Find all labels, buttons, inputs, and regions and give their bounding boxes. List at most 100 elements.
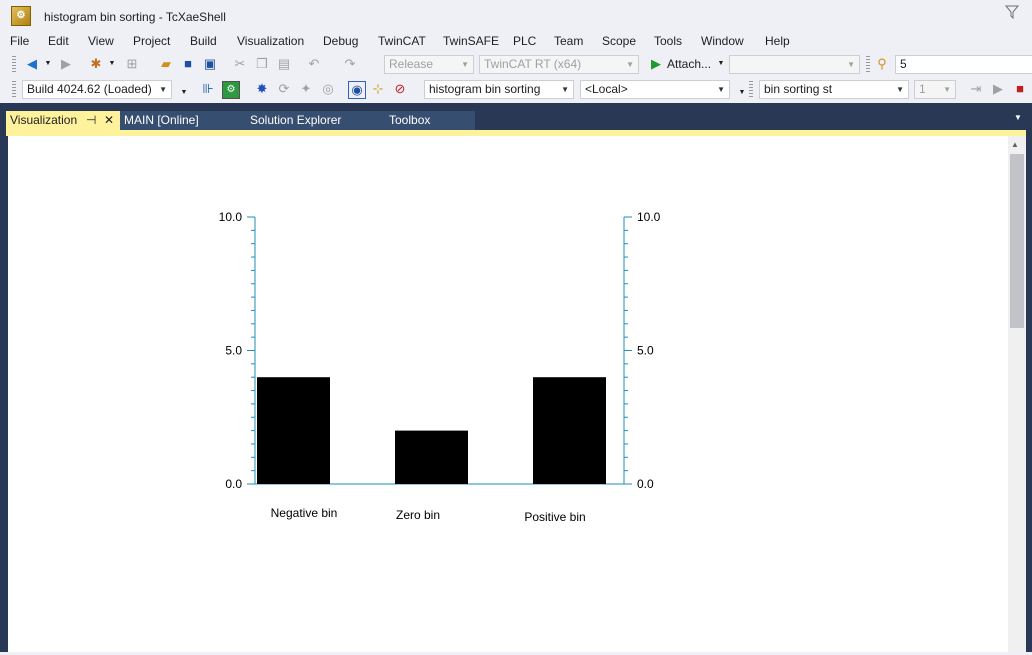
histogram-bar	[533, 377, 606, 484]
visualization-canvas: 0.0 0.0 5.0 5.0 10.0 10.0 Negative bin Zero bin…	[8, 136, 1008, 652]
left-tick-label: 10.0	[219, 210, 243, 224]
chevron-down-icon: ▼	[896, 85, 904, 94]
overflow-icon[interactable]: ▼	[180, 89, 188, 96]
configuration-dropdown[interactable]: Release ▼	[384, 55, 474, 74]
find-icon[interactable]: ⚲	[877, 56, 887, 71]
window-title: histogram bin sorting - TcXaeShell	[44, 10, 226, 24]
menu-edit[interactable]: Edit	[48, 34, 69, 48]
add-item-icon[interactable]: ⊞	[126, 56, 138, 71]
tab-solution-explorer[interactable]: Solution Explorer	[250, 113, 342, 127]
twincat-toolbar: Build 4024.62 (Loaded) ▼ ▼ ⊪ ⚙ ✸ ⟳ ✦ ◎ ◉ …	[0, 78, 1032, 102]
target-dropdown[interactable]: <Local> ▼	[580, 80, 730, 99]
bar-category-label: Zero bin	[396, 508, 440, 522]
menu-view[interactable]: View	[88, 34, 114, 48]
config-mode-icon[interactable]: ✸	[256, 81, 268, 96]
tab-main-online[interactable]: MAIN [Online]	[124, 113, 199, 127]
back-icon[interactable]: ◀	[27, 56, 37, 71]
instance-dropdown[interactable]: 1 ▼	[914, 80, 956, 99]
copy-icon[interactable]: ❐	[256, 56, 268, 71]
scrollbar-thumb[interactable]	[1010, 154, 1024, 328]
bar-category-label: Negative bin	[271, 506, 338, 520]
app-icon: ⚙	[11, 6, 31, 26]
attach-button[interactable]: Attach...	[667, 57, 712, 71]
start-icon[interactable]: ▶	[993, 81, 1003, 96]
left-tick-label: 5.0	[225, 344, 242, 358]
chevron-down-icon: ▼	[159, 85, 167, 94]
stop-icon[interactable]: ■	[1016, 81, 1024, 96]
chevron-down-icon: ▼	[461, 60, 469, 69]
menu-bar: File Edit View Project Build Visualizati…	[0, 32, 1032, 52]
tab-visualization[interactable]: Visualization ⊣ ✕	[6, 111, 120, 130]
active-document-bar	[6, 130, 1026, 136]
menu-plc[interactable]: PLC	[513, 34, 537, 48]
task-dropdown[interactable]: bin sorting st ▼	[759, 80, 909, 99]
new-dropdown-icon[interactable]: ▼	[108, 60, 116, 67]
histogram-chart: 0.0 0.0 5.0 5.0 10.0 10.0 Negative bin Zero bin…	[219, 210, 661, 524]
new-project-icon[interactable]: ✱	[90, 56, 102, 71]
toolbar-grip[interactable]	[866, 56, 870, 74]
right-tick-label: 5.0	[637, 344, 654, 358]
toolbar-grip[interactable]	[749, 81, 753, 99]
target-icon[interactable]: ◎	[322, 81, 334, 96]
close-icon[interactable]: ✕	[104, 113, 115, 127]
platform-dropdown[interactable]: TwinCAT RT (x64) ▼	[479, 55, 639, 74]
project-dropdown[interactable]: histogram bin sorting ▼	[424, 80, 574, 99]
attach-dropdown-icon[interactable]: ▼	[717, 60, 725, 67]
chevron-down-icon: ▼	[943, 85, 951, 94]
menu-scope[interactable]: Scope	[602, 34, 637, 48]
step-in-icon[interactable]: ⇥	[970, 81, 982, 96]
overflow-icon[interactable]: ▼	[738, 89, 746, 96]
open-folder-icon[interactable]: ▰	[161, 56, 171, 71]
reload-icon[interactable]: ⟳	[278, 81, 290, 96]
menu-file[interactable]: File	[10, 34, 30, 48]
histogram-bar	[257, 377, 330, 484]
document-tabstrip: Visualization ⊣ ✕ MAIN [Online] Solution…	[0, 103, 1032, 130]
find-input[interactable]: 5	[895, 55, 1032, 74]
scroll-up-icon[interactable]: ▲	[1011, 140, 1019, 149]
menu-visualization[interactable]: Visualization	[237, 34, 305, 48]
menu-build[interactable]: Build	[190, 34, 217, 48]
menu-help[interactable]: Help	[765, 34, 790, 48]
login-icon[interactable]: ◉	[348, 81, 366, 99]
toolbar-grip[interactable]	[12, 81, 16, 99]
process-dropdown[interactable]: ▼	[729, 55, 860, 74]
chevron-down-icon: ▼	[717, 85, 725, 94]
tab-toolbox[interactable]: Toolbox	[389, 113, 431, 127]
breakpoint-off-icon[interactable]: ⊘	[394, 81, 406, 96]
activate-config-icon[interactable]: ⊪	[202, 81, 214, 96]
paste-icon[interactable]: ▤	[277, 56, 291, 71]
menu-project[interactable]: Project	[133, 34, 171, 48]
forward-icon[interactable]: ▶	[61, 56, 71, 71]
toolbar-grip[interactable]	[12, 56, 16, 74]
back-dropdown-icon[interactable]: ▼	[44, 60, 52, 67]
play-icon[interactable]: ▶	[651, 56, 661, 71]
run-mode-icon[interactable]: ⚙	[222, 81, 240, 99]
build-dropdown[interactable]: Build 4024.62 (Loaded) ▼	[22, 80, 172, 99]
histogram-bar	[395, 430, 468, 484]
filter-icon[interactable]	[1005, 5, 1019, 19]
title-bar: ⚙ histogram bin sorting - TcXaeShell	[0, 0, 1032, 32]
undo-icon[interactable]: ↶	[308, 56, 320, 71]
redo-icon[interactable]: ↷	[344, 56, 356, 71]
tab-overflow-icon[interactable]: ▼	[1014, 113, 1022, 122]
right-tick-label: 0.0	[637, 477, 654, 491]
chevron-down-icon: ▼	[626, 60, 634, 69]
right-tick-label: 10.0	[637, 210, 661, 224]
left-tick-label: 0.0	[225, 477, 242, 491]
menu-twinsafe[interactable]: TwinSAFE	[443, 34, 500, 48]
standard-toolbar: ◀ ▼ ▶ ✱ ▼ ⊞ ▰ ■ ▣ ✂ ❐ ▤ ↶ ↷ Release ▼ Twi…	[0, 53, 1032, 77]
chevron-down-icon: ▼	[561, 85, 569, 94]
menu-window[interactable]: Window	[701, 34, 744, 48]
menu-tools[interactable]: Tools	[654, 34, 683, 48]
bar-category-label: Positive bin	[524, 510, 585, 524]
scan-icon[interactable]: ✦	[300, 81, 312, 96]
save-all-icon[interactable]: ▣	[203, 56, 217, 71]
cut-icon[interactable]: ✂	[234, 56, 246, 71]
menu-team[interactable]: Team	[554, 34, 584, 48]
chevron-down-icon: ▼	[847, 60, 855, 69]
network-icon[interactable]: ⊹	[372, 81, 384, 96]
pin-icon[interactable]: ⊣	[86, 113, 97, 127]
save-icon[interactable]: ■	[184, 56, 192, 71]
menu-twincat[interactable]: TwinCAT	[378, 34, 426, 48]
menu-debug[interactable]: Debug	[323, 34, 359, 48]
